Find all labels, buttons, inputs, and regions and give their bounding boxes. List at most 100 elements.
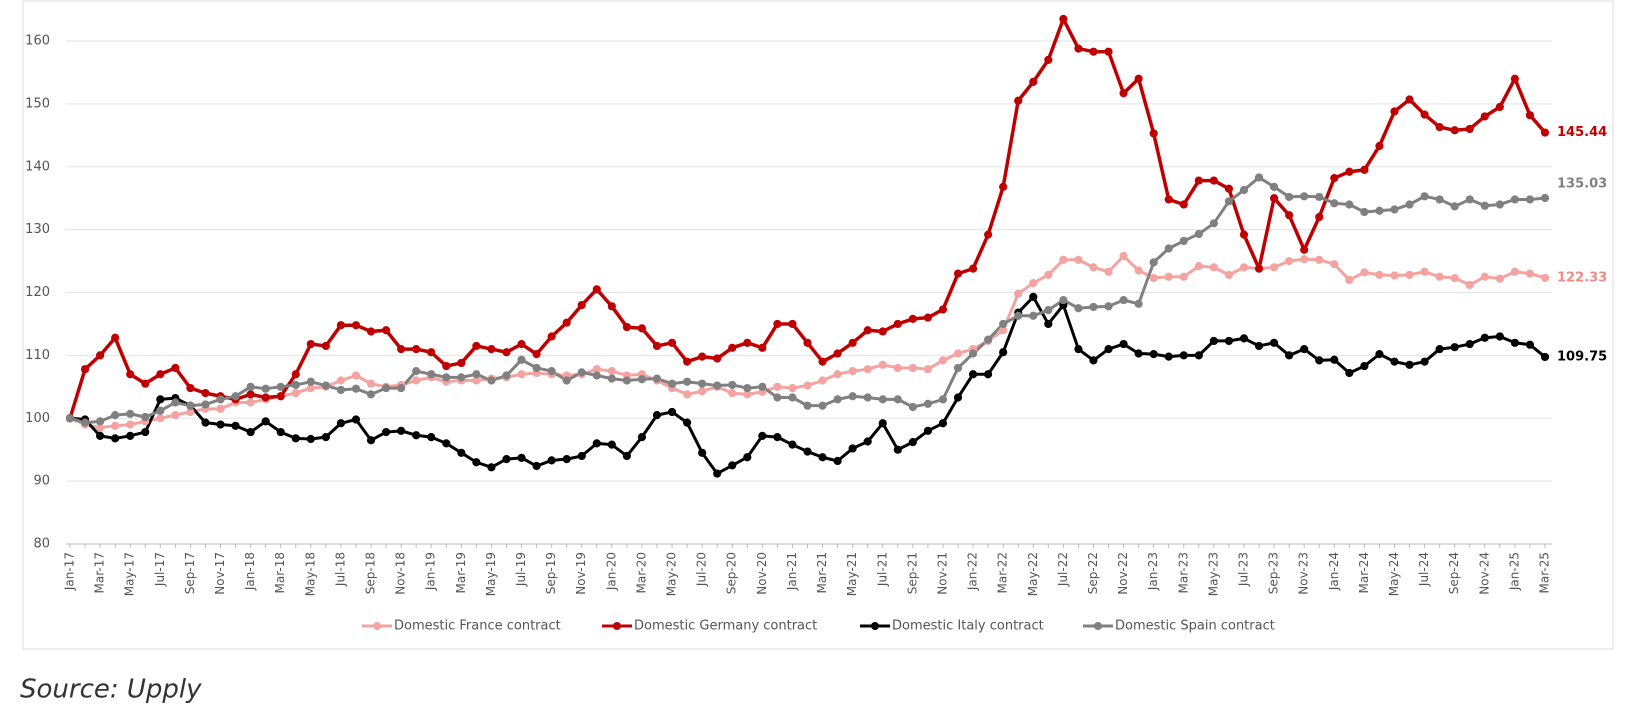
data-point <box>517 339 526 349</box>
data-point <box>1194 351 1203 360</box>
data-point <box>863 326 872 335</box>
data-point <box>381 427 391 437</box>
data-point <box>1315 356 1324 365</box>
data-point <box>1420 110 1429 119</box>
data-point <box>366 327 376 336</box>
data-point <box>397 426 406 435</box>
data-point <box>1029 77 1038 86</box>
data-point <box>1405 270 1414 279</box>
end-value-label: 122.33 <box>1557 270 1607 285</box>
x-tick-label: Sep-20 <box>725 552 739 594</box>
data-point <box>80 418 90 427</box>
data-point <box>126 370 135 379</box>
data-point <box>1375 206 1384 215</box>
data-point <box>803 381 812 390</box>
data-point <box>427 348 436 357</box>
data-point <box>1420 357 1429 366</box>
data-point <box>397 344 406 354</box>
data-point <box>1149 273 1158 283</box>
x-tick-label: Mar-22 <box>996 552 1010 593</box>
data-point <box>984 370 993 379</box>
y-tick-label: 80 <box>33 537 50 552</box>
data-point <box>291 370 300 379</box>
x-tick-label: Nov-19 <box>574 552 588 595</box>
data-point <box>1300 192 1309 201</box>
data-point <box>171 398 180 407</box>
data-point <box>1465 339 1474 349</box>
data-point <box>1254 341 1264 351</box>
data-point <box>111 333 120 342</box>
data-point <box>246 382 255 391</box>
x-tick-label: Nov-24 <box>1477 552 1491 595</box>
data-point <box>502 371 511 380</box>
data-point <box>1405 360 1414 369</box>
x-tick-label: Jul-19 <box>514 552 528 587</box>
data-point <box>923 399 933 408</box>
data-point <box>1285 192 1294 202</box>
data-point <box>1014 289 1023 298</box>
data-point <box>246 398 255 407</box>
data-point <box>953 269 963 278</box>
data-point <box>1510 338 1519 347</box>
data-point <box>1360 165 1369 174</box>
data-point <box>1269 182 1279 191</box>
data-point <box>953 349 963 358</box>
data-point <box>1300 344 1309 354</box>
data-point <box>592 439 601 448</box>
data-point <box>938 419 948 428</box>
data-point <box>938 305 948 314</box>
data-point <box>126 409 135 418</box>
data-point <box>502 348 511 357</box>
data-point <box>487 463 496 472</box>
data-point <box>878 419 887 428</box>
data-point <box>1330 199 1339 208</box>
data-point <box>1119 339 1128 349</box>
data-point <box>743 338 752 347</box>
data-point <box>938 356 948 365</box>
end-value-label: 135.03 <box>1557 176 1607 191</box>
data-point <box>562 455 571 464</box>
data-point <box>682 390 692 399</box>
data-point <box>1450 126 1459 135</box>
data-point <box>1074 44 1083 53</box>
x-tick-label: Nov-17 <box>213 552 227 595</box>
x-tick-label: Jan-24 <box>1327 552 1341 591</box>
data-point <box>291 380 300 390</box>
data-point <box>65 414 75 423</box>
data-point <box>472 370 481 379</box>
x-tick-label: Sep-22 <box>1086 552 1100 594</box>
data-point <box>1269 338 1279 347</box>
data-point <box>1179 351 1188 360</box>
data-point <box>1510 74 1519 83</box>
data-point <box>1390 357 1399 366</box>
data-point <box>562 376 571 385</box>
data-point <box>1375 141 1384 151</box>
y-tick-label: 100 <box>25 411 50 426</box>
data-point <box>1285 211 1294 220</box>
data-point <box>1194 176 1203 185</box>
data-point <box>848 444 857 453</box>
data-point <box>412 431 421 440</box>
data-point <box>1525 195 1535 204</box>
data-point <box>1435 344 1444 354</box>
data-point <box>773 433 782 442</box>
data-point <box>592 371 601 380</box>
data-point <box>1119 295 1128 305</box>
data-point <box>1194 229 1203 239</box>
x-tick-label: Nov-21 <box>935 552 949 595</box>
data-point <box>1224 197 1234 206</box>
data-point <box>1059 14 1068 24</box>
data-point <box>878 327 887 336</box>
data-point <box>1134 349 1143 358</box>
data-point <box>1540 128 1550 137</box>
data-point <box>1405 95 1414 104</box>
legend-label: Domestic Spain contract <box>1115 619 1275 634</box>
data-point <box>1164 195 1173 204</box>
data-point <box>1044 270 1053 279</box>
data-point <box>1435 272 1444 281</box>
data-point <box>246 390 255 399</box>
data-point <box>126 420 135 429</box>
data-point <box>713 469 722 478</box>
data-point <box>788 440 797 449</box>
data-point <box>968 264 978 273</box>
